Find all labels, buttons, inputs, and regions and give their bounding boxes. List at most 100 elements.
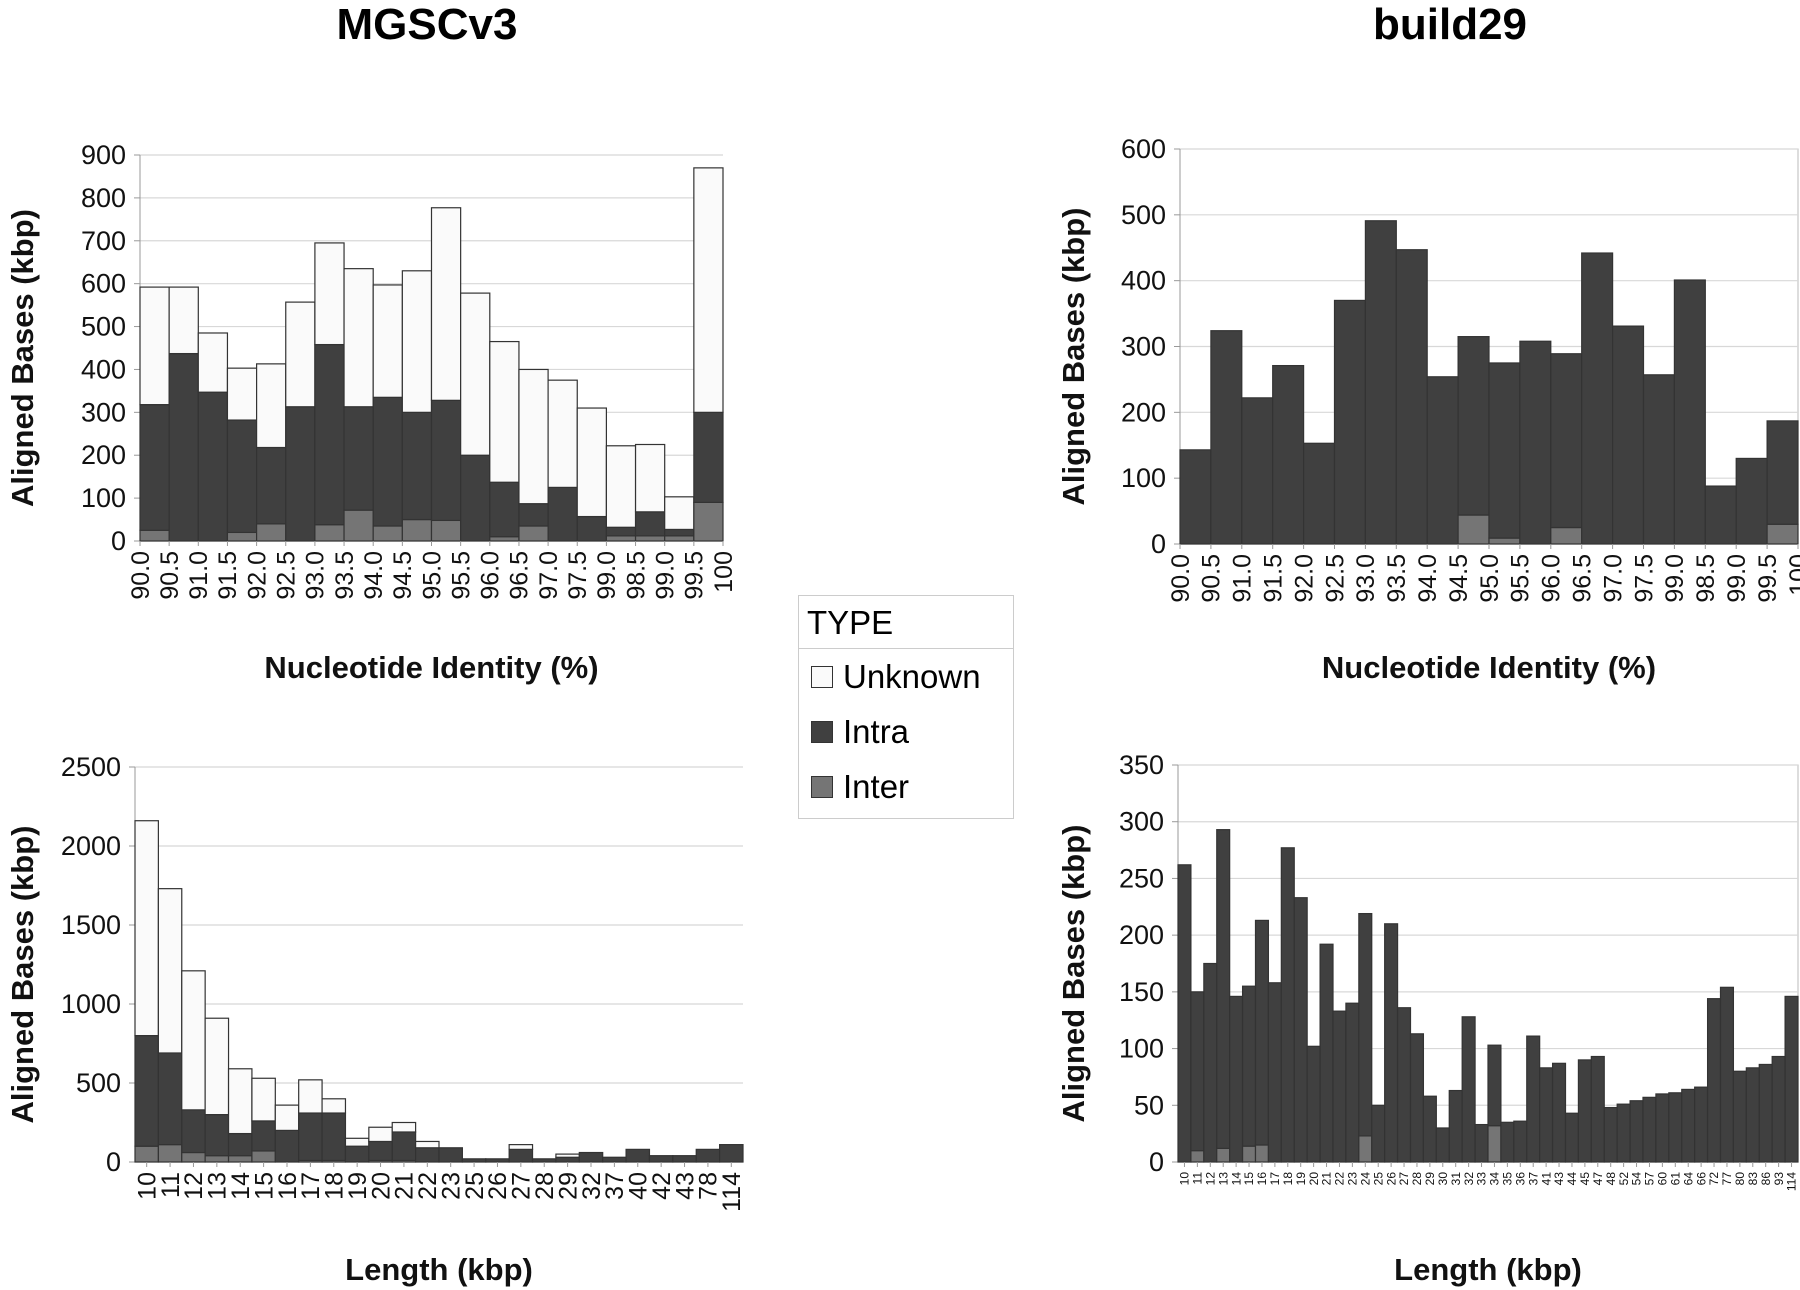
bar-intra (1526, 1035, 1541, 1163)
y-tick-label: 200 (1119, 920, 1164, 950)
x-tick-label: 40 (625, 1172, 653, 1200)
bar-inter (1766, 523, 1799, 545)
bar-inter (401, 518, 433, 542)
bar-intra (1293, 897, 1308, 1163)
bar-intra (1384, 923, 1399, 1163)
bar-unknown (181, 970, 206, 1111)
bar-intra (461, 1158, 487, 1163)
y-tick-label: 200 (81, 440, 126, 470)
x-tick-label: 99.0 (593, 551, 621, 600)
x-tick-label: 12 (1203, 1172, 1217, 1186)
bar-intra (1694, 1086, 1709, 1163)
x-tick-label: 10 (133, 1172, 161, 1200)
x-tick-label: 100 (1785, 554, 1800, 596)
x-axis-title: Length (kbp) (345, 1252, 533, 1287)
x-tick-label: 45 (1578, 1172, 1592, 1186)
bar-intra (1735, 457, 1768, 545)
y-tick-label: 300 (81, 397, 126, 427)
bar-intra (1564, 1112, 1580, 1163)
x-tick-label: 90.0 (1167, 554, 1195, 603)
x-tick-label: 96.5 (506, 551, 534, 600)
x-tick-label: 90.5 (1198, 554, 1226, 603)
x-tick-label: 28 (1410, 1172, 1424, 1186)
bar-inter (204, 1155, 230, 1163)
bar-intra (197, 391, 229, 542)
x-tick-label: 35 (1501, 1172, 1515, 1186)
x-tick-label: 64 (1681, 1172, 1695, 1186)
x-tick-label: 15 (250, 1172, 278, 1200)
y-tick-label: 1500 (61, 910, 121, 940)
bar-intra (1364, 220, 1397, 545)
bar-inter (1190, 1150, 1205, 1163)
bar-intra (719, 1144, 744, 1163)
bar-intra (1704, 485, 1737, 545)
bar-unknown (251, 1077, 276, 1122)
x-axis-title: Length (kbp) (1394, 1252, 1582, 1287)
bar-intra (251, 1120, 276, 1152)
bar-unknown (372, 284, 403, 398)
y-tick-label: 300 (1121, 332, 1166, 362)
bar-intra (181, 1109, 206, 1154)
x-tick-label: 36 (1513, 1172, 1527, 1186)
bar-intra (531, 1158, 557, 1163)
title-build29: build29 (1372, 0, 1528, 49)
x-tick-label: 86 (1759, 1172, 1773, 1186)
bar-intra (1422, 1095, 1437, 1163)
x-tick-label: 90.0 (127, 551, 155, 600)
bar-intra (1241, 397, 1274, 545)
bar-inter (314, 524, 345, 542)
x-tick-label: 23 (437, 1172, 465, 1200)
bar-intra (204, 1113, 230, 1157)
bar-intra (1732, 1070, 1747, 1163)
bar-intra (1611, 325, 1645, 545)
bar-intra (1784, 995, 1799, 1163)
bar-intra (368, 1140, 393, 1162)
x-tick-label: 93.0 (1352, 554, 1380, 603)
x-tick-label: 99.0 (1723, 554, 1751, 603)
bar-intra (1550, 353, 1583, 529)
x-tick-label: 95.5 (1507, 554, 1535, 603)
x-tick-label: 37 (1526, 1172, 1540, 1186)
x-tick-label: 32 (1462, 1172, 1476, 1186)
bar-intra (1519, 340, 1552, 545)
bar-inter (1488, 537, 1521, 545)
x-tick-label: 114 (718, 1172, 746, 1212)
y-tick-label: 100 (81, 483, 126, 513)
x-tick-label: 37 (601, 1172, 629, 1200)
bar-intra (1474, 1123, 1489, 1163)
bar-unknown (664, 496, 695, 531)
legend-item-inter: Inter (799, 759, 1013, 814)
bar-intra (1642, 374, 1675, 545)
x-tick-label: 52 (1617, 1172, 1631, 1186)
y-tick-label: 50 (1134, 1090, 1164, 1120)
bar-inter (1254, 1144, 1270, 1163)
legend-item-unknown: Unknown (799, 649, 1013, 704)
y-axis-title: Aligned Bases (kbp) (1056, 208, 1091, 506)
y-tick-label: 0 (111, 526, 126, 556)
bar-inter (664, 535, 695, 542)
bar-intra (1272, 364, 1305, 545)
bar-intra (1306, 1045, 1321, 1163)
bar-unknown (157, 888, 183, 1054)
legend-swatch-intra (811, 720, 833, 743)
bar-intra (1513, 1120, 1528, 1163)
x-tick-label: 26 (1384, 1172, 1398, 1186)
bar-intra (1551, 1062, 1567, 1163)
legend-swatch-inter (811, 775, 833, 798)
x-tick-label: 57 (1643, 1172, 1657, 1186)
bar-intra (430, 399, 462, 522)
bar-intra (157, 1052, 183, 1146)
bar-unknown (285, 301, 316, 408)
y-tick-label: 250 (1119, 863, 1164, 893)
x-tick-label: 22 (1333, 1172, 1347, 1186)
y-tick-label: 1000 (61, 989, 121, 1019)
bar-intra (1500, 1121, 1515, 1163)
x-tick-label: 97.0 (1599, 554, 1627, 603)
bar-intra (1358, 912, 1373, 1137)
x-tick-label: 33 (1475, 1172, 1489, 1186)
bar-intra (343, 406, 374, 511)
title-mgscv3: MGSCv3 (336, 0, 518, 49)
bar-unknown (321, 1098, 347, 1114)
x-tick-label: 20 (1307, 1172, 1321, 1186)
bar-intra (1395, 249, 1428, 545)
